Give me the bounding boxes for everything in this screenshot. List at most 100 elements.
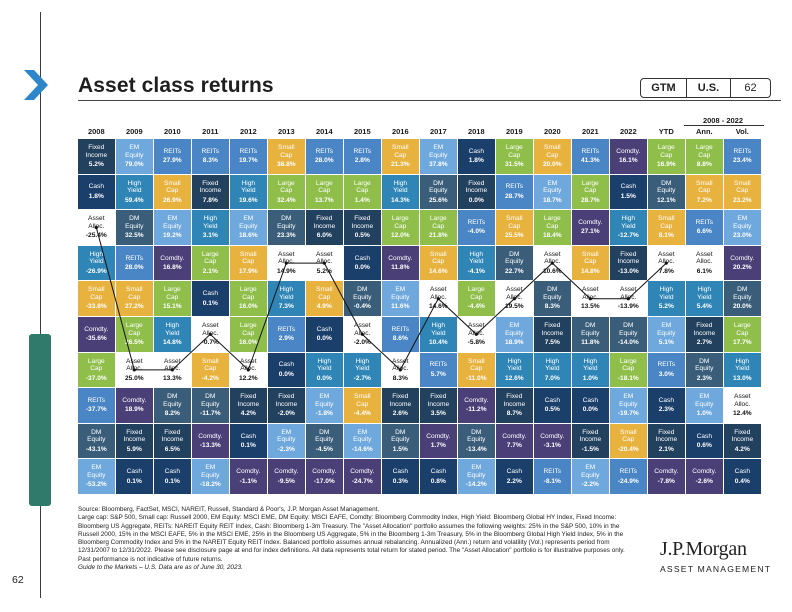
cell-2015-cash: Cash 0.0% xyxy=(344,245,381,281)
cell-2014-em-equity: EM Equity -1.8% xyxy=(306,388,343,423)
cell-asset-label: Asset Alloc. xyxy=(506,286,523,301)
cell-asset-label: Fixed Income xyxy=(541,321,564,337)
cell-2017-comdty: Comdty. 1.7% xyxy=(420,423,457,459)
cell-asset-label: Cash xyxy=(506,468,522,476)
cell-asset-label: High Yield xyxy=(659,286,674,301)
cell-asset-label: Asset Alloc. xyxy=(582,286,599,301)
cell-return-value: -13.3% xyxy=(199,442,221,450)
cell-asset-label: High Yield xyxy=(735,357,750,373)
cell-return-value: 10.4% xyxy=(428,339,448,347)
cell-asset-label: EM Equity xyxy=(125,143,144,159)
cell-return-value: -8.1% xyxy=(543,477,561,485)
cell-2018-large-cap: Large Cap -4.4% xyxy=(458,281,495,316)
cell-2017-em-equity: EM Equity 37.8% xyxy=(420,139,457,174)
cell-2014-reits: REITs 28.0% xyxy=(306,139,343,174)
cell-asset-label: Small Cap xyxy=(544,143,561,159)
cell-return-value: 12.6% xyxy=(504,374,524,382)
cell-2015-dm-equity: DM Equity -0.4% xyxy=(344,281,381,316)
cell-return-value: 14.8% xyxy=(580,267,600,275)
cell-2012-cash: Cash 0.1% xyxy=(230,423,267,459)
cell-return-value: 41.3% xyxy=(580,157,600,165)
cell-ytd-asset-alloc: Asset Alloc. 7.8% xyxy=(648,245,685,281)
cell-asset-label: Cash xyxy=(392,468,408,476)
cell-asset-label: REITs xyxy=(87,396,106,404)
cell-asset-label: Fixed Income xyxy=(503,393,526,408)
cell-2011-cash: Cash 0.1% xyxy=(192,281,229,316)
cell-asset-label: Large Cap xyxy=(239,321,257,337)
cell-2009-large-cap: Large Cap 26.5% xyxy=(116,317,153,352)
cell-return-value: 5.2% xyxy=(658,303,674,311)
cell-asset-label: REITs xyxy=(353,147,372,155)
cell-asset-label: Comdty. xyxy=(616,147,641,155)
cell-ann-asset-alloc: Asset Alloc. 6.1% xyxy=(686,245,723,281)
cell-asset-label: Asset Alloc. xyxy=(240,357,257,373)
cell-asset-label: Cash xyxy=(430,468,446,476)
cell-asset-label: Fixed Income xyxy=(731,428,754,444)
column-header-2013: 2013 xyxy=(277,127,295,136)
source-footnote: Source: Bloomberg, FactSet, MSCI, NAREIT… xyxy=(78,506,638,572)
cell-asset-label: REITs xyxy=(733,147,752,155)
cell-return-value: 0.0% xyxy=(316,335,332,343)
cell-asset-label: REITs xyxy=(467,218,486,226)
cell-asset-label: Cash xyxy=(202,290,218,298)
cell-return-value: 16.0% xyxy=(238,339,258,347)
cell-asset-label: Cash xyxy=(658,396,674,404)
logo-wordmark: J.P.Morgan xyxy=(660,538,747,560)
cell-2018-em-equity: EM Equity -14.2% xyxy=(458,459,495,494)
cell-asset-label: High Yield xyxy=(545,357,560,373)
cell-ann-high-yield: High Yield 5.4% xyxy=(686,281,723,316)
cell-return-value: -18.2% xyxy=(199,481,221,489)
cell-2011-comdty: Comdty. -13.3% xyxy=(192,423,229,459)
cell-2012-fixed-income: Fixed Income 4.2% xyxy=(230,388,267,423)
cell-2014-dm-equity: DM Equity -4.5% xyxy=(306,423,343,459)
cell-return-value: 20.0% xyxy=(542,161,562,169)
cell-asset-label: DM Equity xyxy=(277,215,296,230)
cell-return-value: -2.7% xyxy=(353,374,371,382)
cell-2022-dm-equity: DM Equity -14.0% xyxy=(610,317,647,352)
cell-return-value: -11.2% xyxy=(466,406,487,414)
cell-return-value: 8.3% xyxy=(544,303,560,311)
cell-vol-em-equity: EM Equity 23.0% xyxy=(724,210,761,245)
cell-return-value: 16.9% xyxy=(656,161,676,169)
cell-asset-label: Cash xyxy=(316,325,332,333)
cell-asset-label: DM Equity xyxy=(201,393,220,408)
cell-return-value: 79.0% xyxy=(124,161,144,169)
cell-asset-label: Small Cap xyxy=(316,286,333,301)
cell-return-value: 37.8% xyxy=(428,161,448,169)
cell-2014-large-cap: Large Cap 13.7% xyxy=(306,174,343,210)
cell-return-value: 14.9% xyxy=(276,267,296,275)
cell-asset-label: Large Cap xyxy=(733,321,751,337)
cell-return-value: 5.2% xyxy=(88,161,104,169)
cell-return-value: -7.8% xyxy=(657,477,675,485)
cell-asset-label: Asset Alloc. xyxy=(354,321,371,337)
cell-return-value: 0.4% xyxy=(734,477,750,485)
cell-2011-small-cap: Small Cap -4.2% xyxy=(192,352,229,388)
cell-2016-dm-equity: DM Equity 1.5% xyxy=(382,423,419,459)
methodology-note: Large cap: S&P 500, Small cap: Russell 2… xyxy=(78,514,625,563)
column-header-2017: 2017 xyxy=(429,127,447,136)
cell-2012-high-yield: High Yield 19.6% xyxy=(230,174,267,210)
cell-return-value: 2.7% xyxy=(696,339,712,347)
cell-2015-large-cap: Large Cap 1.4% xyxy=(344,174,381,210)
cell-2019-high-yield: High Yield 12.6% xyxy=(496,352,533,388)
cell-asset-label: Fixed Income xyxy=(199,179,222,195)
cell-return-value: -24.7% xyxy=(351,477,373,485)
cell-2011-dm-equity: DM Equity -11.7% xyxy=(192,388,229,423)
cell-return-value: 6.5% xyxy=(164,445,180,453)
cell-2018-fixed-income: Fixed Income 0.0% xyxy=(458,174,495,210)
cell-return-value: 17.7% xyxy=(732,339,752,347)
cell-return-value: -14.6% xyxy=(351,445,373,453)
column-header-2020: 2020 xyxy=(543,127,561,136)
cell-asset-label: Large Cap xyxy=(619,357,637,373)
cell-2012-large-cap: Large Cap 16.0% xyxy=(230,281,267,316)
cell-return-value: 32.4% xyxy=(276,196,296,204)
cell-return-value: 12.1% xyxy=(656,196,676,204)
cell-2009-high-yield: High Yield 59.4% xyxy=(116,174,153,210)
cell-2013-reits: REITs 2.9% xyxy=(268,317,305,352)
cell-return-value: -2.0% xyxy=(277,410,295,418)
cell-asset-label: Cash xyxy=(544,396,560,404)
cell-2017-dm-equity: DM Equity 25.6% xyxy=(420,174,457,210)
cell-asset-label: REITs xyxy=(581,147,600,155)
cell-2010-fixed-income: Fixed Income 6.5% xyxy=(154,423,191,459)
cell-asset-label: Asset Alloc. xyxy=(126,357,143,373)
